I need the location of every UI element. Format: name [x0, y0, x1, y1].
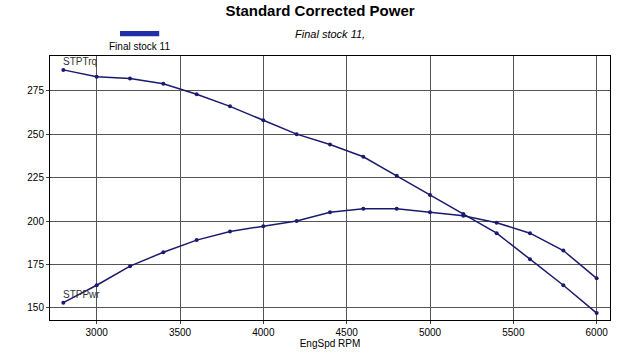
svg-text:EngSpd RPM: EngSpd RPM: [300, 338, 361, 349]
svg-text:6000: 6000: [586, 327, 609, 338]
svg-text:225: 225: [27, 172, 44, 183]
svg-text:STPTrq: STPTrq: [63, 56, 97, 67]
svg-text:Final stock 11: Final stock 11: [109, 41, 170, 52]
svg-text:3500: 3500: [169, 327, 192, 338]
svg-text:5500: 5500: [502, 327, 525, 338]
svg-text:Standard Corrected Power: Standard Corrected Power: [225, 2, 414, 19]
svg-text:4500: 4500: [336, 327, 359, 338]
svg-text:4000: 4000: [252, 327, 275, 338]
svg-text:150: 150: [27, 302, 44, 313]
svg-text:5000: 5000: [419, 327, 442, 338]
svg-text:3000: 3000: [86, 327, 109, 338]
svg-text:STPPwr: STPPwr: [63, 289, 100, 300]
svg-text:250: 250: [27, 129, 44, 140]
svg-text:275: 275: [27, 85, 44, 96]
svg-text:200: 200: [27, 216, 44, 227]
svg-text:Final stock 11,: Final stock 11,: [295, 28, 365, 40]
svg-text:175: 175: [27, 259, 44, 270]
